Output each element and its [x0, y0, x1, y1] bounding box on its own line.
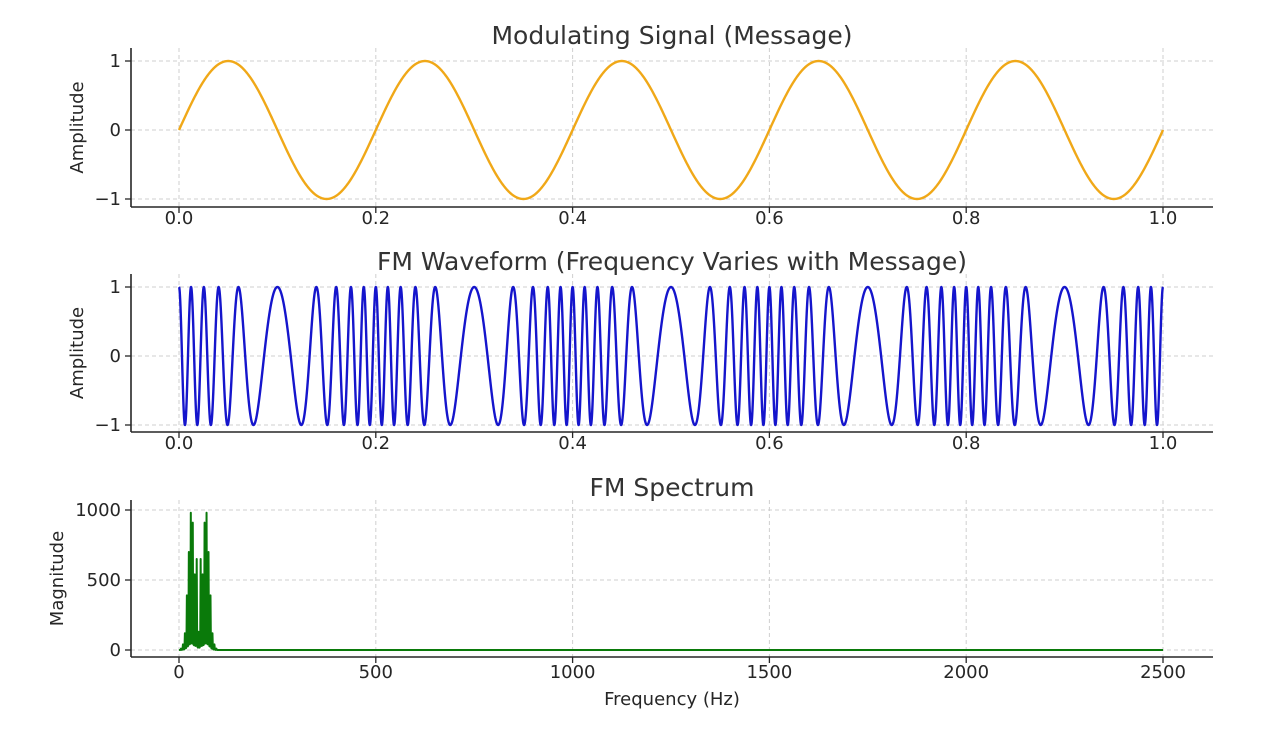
- series-line: [178, 511, 1163, 651]
- chart-title: Modulating Signal (Message): [491, 21, 852, 50]
- x-tick-label: 1000: [550, 662, 596, 683]
- y-axis-label: Amplitude: [67, 307, 88, 399]
- y-tick-label: 1000: [75, 500, 121, 521]
- x-tick-label: 0: [173, 662, 184, 683]
- y-tick-label: −1: [94, 189, 121, 210]
- y-tick-label: 0: [110, 120, 121, 141]
- x-tick-label: 1500: [746, 662, 792, 683]
- y-axis-label: Magnitude: [47, 531, 68, 626]
- x-tick-label: 0.8: [952, 208, 981, 229]
- y-tick-label: −1: [94, 415, 121, 436]
- series-line: [177, 59, 1165, 201]
- x-tick-label: 2500: [1140, 662, 1186, 683]
- y-tick-label: 0: [110, 640, 121, 661]
- panel-fm-waveform: FM Waveform (Frequency Varies with Messa…: [67, 247, 1213, 454]
- y-tick-label: 500: [87, 570, 121, 591]
- x-axis-label: Frequency (Hz): [604, 689, 740, 710]
- x-tick-label: 0.0: [165, 208, 194, 229]
- panel-modulating-signal: Modulating Signal (Message) 0.0 0.2 0.4 0.6 0…: [67, 21, 1213, 229]
- y-tick-label: 1: [110, 277, 121, 298]
- y-tick-label: 0: [110, 346, 121, 367]
- x-tick-label: 0.8: [952, 433, 981, 454]
- y-tick-label: 1: [110, 51, 121, 72]
- x-tick-label: 1.0: [1149, 208, 1178, 229]
- x-tick-label: 0.2: [361, 208, 390, 229]
- series-line: [177, 285, 1165, 427]
- panel-fm-spectrum: FM Spectrum 0 500 1000 1500 2000 2500 1000 500 0 M…: [47, 473, 1213, 710]
- x-tick-label: 1.0: [1149, 433, 1178, 454]
- x-tick-label: 0.0: [165, 433, 194, 454]
- chart-title: FM Spectrum: [589, 473, 754, 502]
- y-axis-label: Amplitude: [67, 81, 88, 173]
- x-tick-label: 500: [359, 662, 393, 683]
- x-tick-label: 0.6: [755, 208, 784, 229]
- x-tick-label: 2000: [943, 662, 989, 683]
- x-tick-label: 0.6: [755, 433, 784, 454]
- chart-title: FM Waveform (Frequency Varies with Messa…: [377, 247, 967, 276]
- x-tick-label: 0.2: [361, 433, 390, 454]
- x-tick-label: 0.4: [558, 433, 587, 454]
- x-tick-label: 0.4: [558, 208, 587, 229]
